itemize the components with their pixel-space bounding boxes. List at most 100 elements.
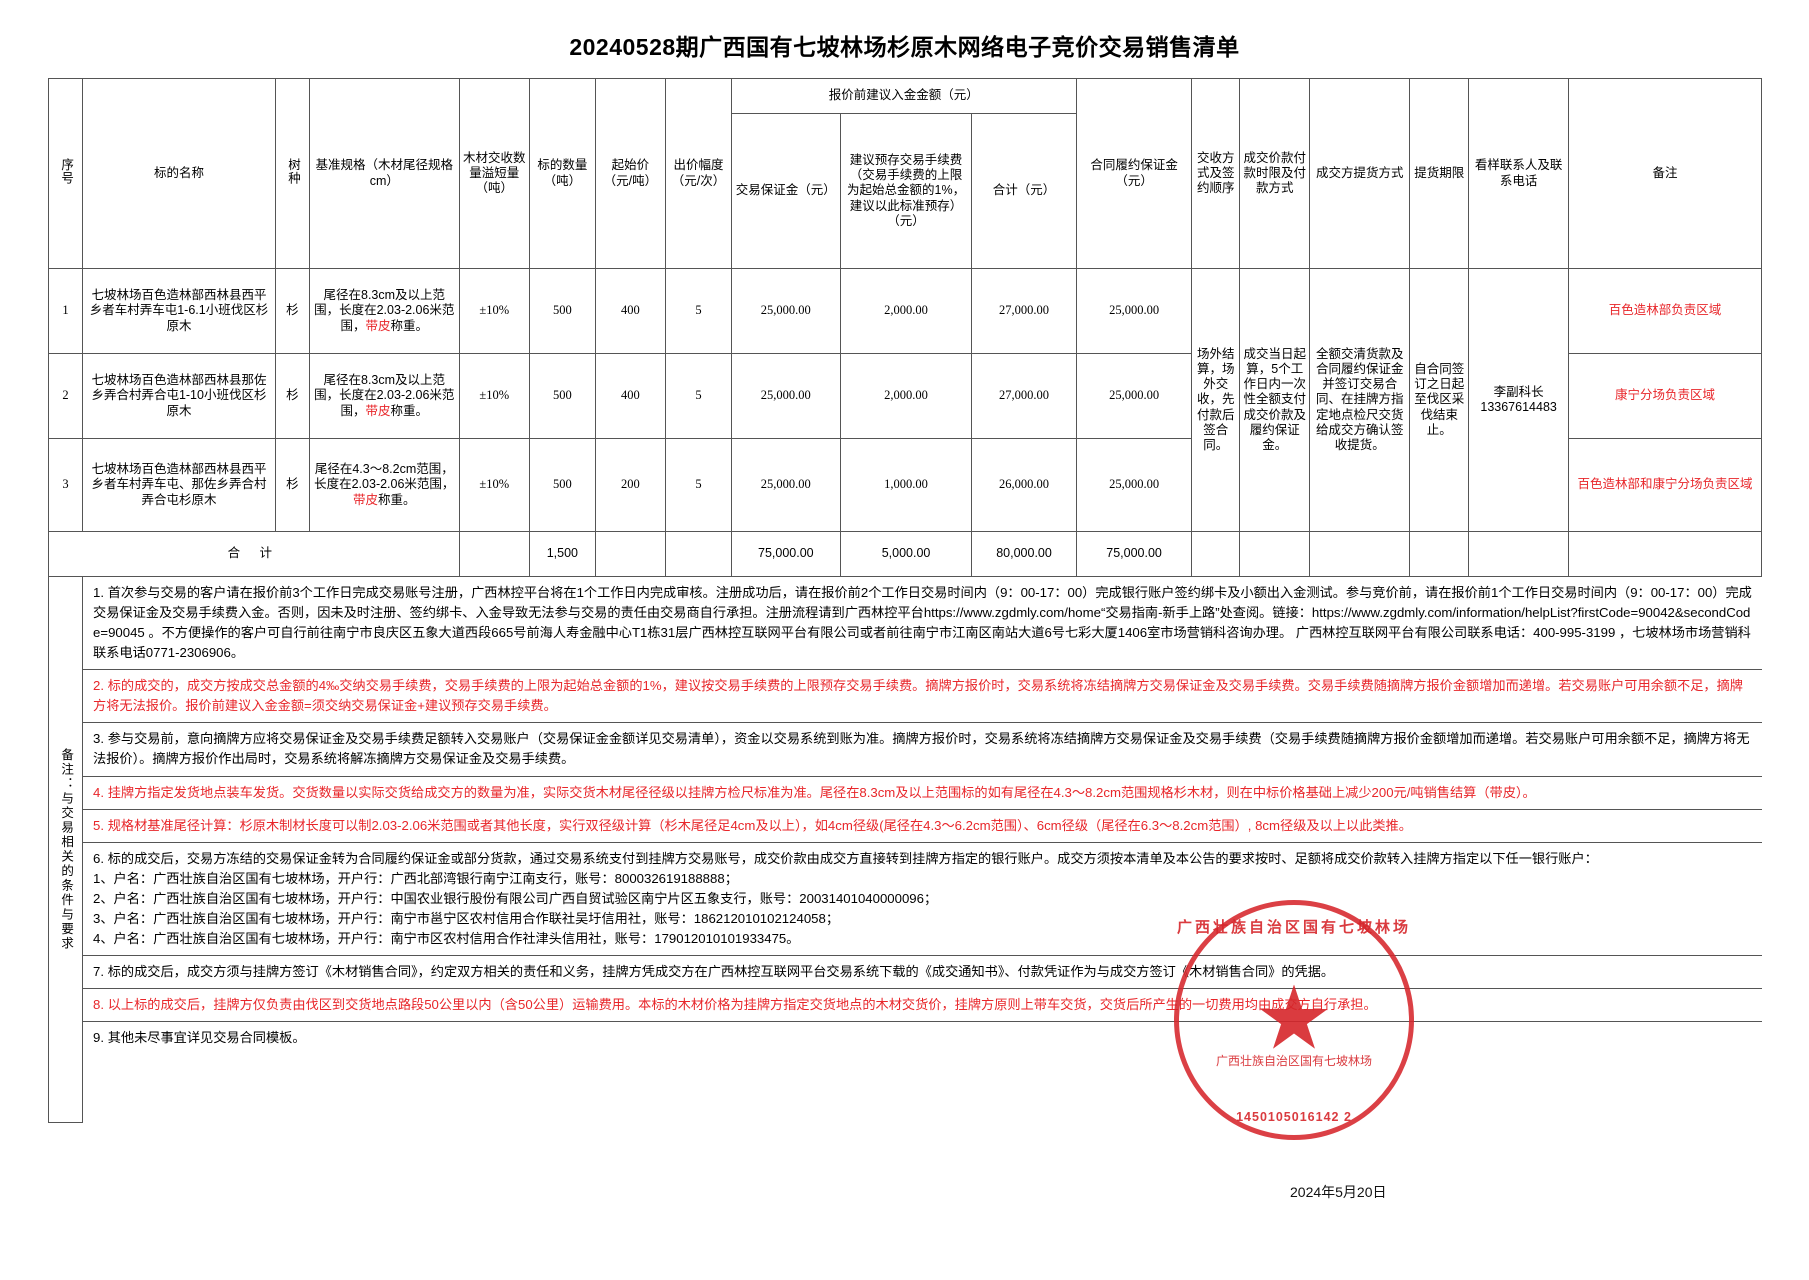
- cell-bid-step: 5: [665, 353, 732, 439]
- header-subtotal: 合计（元）: [971, 113, 1077, 269]
- cell-base-spec: 尾径在8.3cm及以上范围，长度在2.03-2.06米范围，带皮称重。: [308, 353, 460, 439]
- cell-base-spec: 尾径在4.3～8.2cm范围，长度在2.03-2.06米范围，带皮称重。: [308, 438, 460, 532]
- note-8: 8. 以上标的成交后，挂牌方仅负责由伐区到交货地点路段50公里以内（含50公里）…: [83, 987, 1762, 1023]
- header-overshort: 木材交收数量溢短量（吨）: [458, 78, 530, 269]
- cell-bid-step: 5: [665, 438, 732, 532]
- total-perf-deposit: 75,000.00: [1075, 531, 1193, 577]
- header-perf-deposit: 合同履约保证金（元）: [1075, 78, 1193, 269]
- note-item: 8. 以上标的成交后，挂牌方仅负责由伐区到交货地点路段50公里以内（含50公里）…: [83, 987, 1762, 1023]
- notes-side-label: 备注：与交易相关的条件与要求: [47, 576, 84, 1123]
- cell-start-price: 400: [594, 268, 667, 354]
- cell-seq: 1: [47, 268, 84, 354]
- header-base-spec: 基准规格（木材尾径规格cm）: [308, 78, 460, 269]
- total-bid-step-blank: [665, 531, 732, 577]
- note-4: 4. 挂牌方指定发货地点装车发货。交货数量以实际交货给成交方的数量为准，实际交货…: [83, 775, 1762, 810]
- total-start-price-blank: [594, 531, 667, 577]
- cell-start-price: 200: [594, 438, 667, 532]
- table-header-row-2: 交易保证金（元） 建议预存交易手续费（交易手续费的上限为起始总金额的1%，建议以…: [49, 113, 1762, 269]
- cell-quantity: 500: [528, 438, 596, 532]
- notes-table: 1. 首次参与交易的客户请在报价前3个工作日完成交易账号注册，广西林控平台将在1…: [83, 577, 1762, 1123]
- note-5: 5. 规格材基准尾径计算：杉原木制材长度可以制2.03-2.06米范围或者其他长…: [83, 808, 1762, 843]
- cell-subject-name: 七坡林场百色造林部西林县那佐乡弄合村弄合屯1-10小班伐区杉原木: [82, 353, 276, 439]
- contact-name: 李副科长: [1493, 384, 1544, 399]
- cell-subtotal: 26,000.00: [971, 438, 1077, 532]
- cell-quantity: 500: [528, 268, 596, 354]
- spec-prefix: 尾径在8.3cm及以上范围，长度在2.03-2.06米范围，: [314, 373, 455, 418]
- cell-perf-deposit: 25,000.00: [1075, 268, 1193, 354]
- cell-seq: 3: [47, 438, 84, 532]
- cell-remark: 百色造林部负责区域: [1568, 268, 1762, 354]
- notes-row: 备注：与交易相关的条件与要求 1. 首次参与交易的客户请在报价前3个工作日完成交…: [47, 576, 1762, 1123]
- cell-overshort: ±10%: [458, 353, 530, 439]
- note-6-intro: 6. 标的成交后，交易方冻结的交易保证金转为合同履约保证金或部分货款，通过交易系…: [93, 850, 1598, 866]
- header-species: 树种: [274, 78, 310, 269]
- header-quantity: 标的数量（吨）: [528, 78, 596, 269]
- total-overshort-blank: [458, 531, 530, 577]
- note-item: 4. 挂牌方指定发货地点装车发货。交货数量以实际交货给成交方的数量为准，实际交货…: [83, 775, 1762, 810]
- header-start-price: 起始价（元/吨）: [594, 78, 667, 269]
- spec-highlight: 带皮: [365, 318, 391, 333]
- total-label: 合 计: [48, 531, 460, 577]
- cell-species: 杉: [274, 353, 310, 439]
- note-6-bank-2: 2、户名：广西壮族自治区国有七坡林场，开户行：中国农业银行股份有限公司广西自贸试…: [93, 890, 938, 906]
- cell-species: 杉: [274, 438, 310, 532]
- cell-remark: 百色造林部和康宁分场负责区域: [1568, 438, 1762, 532]
- table-total-row: 合 计 1,500 75,000.00 5,000.00 80,000.00 7…: [48, 531, 1762, 577]
- note-3: 3. 参与交易前，意向摘牌方应将交易保证金及交易手续费足额转入交易账户（交易保证…: [83, 722, 1762, 777]
- total-blank-4: [1409, 531, 1470, 577]
- note-item: 5. 规格材基准尾径计算：杉原木制材长度可以制2.03-2.06米范围或者其他长…: [83, 808, 1762, 843]
- cell-seq: 2: [47, 353, 84, 439]
- note-item: 3. 参与交易前，意向摘牌方应将交易保证金及交易手续费足额转入交易账户（交易保证…: [83, 722, 1762, 777]
- spec-prefix: 尾径在8.3cm及以上范围，长度在2.03-2.06米范围，: [314, 288, 455, 333]
- note-1: 1. 首次参与交易的客户请在报价前3个工作日完成交易账号注册，广西林控平台将在1…: [83, 577, 1762, 671]
- note-2: 2. 标的成交的，成交方按成交总金额的4‰交纳交易手续费，交易手续费的上限为起始…: [83, 669, 1762, 724]
- total-fee: 5,000.00: [839, 531, 973, 577]
- total-blank-6: [1568, 531, 1762, 577]
- cell-base-spec: 尾径在8.3cm及以上范围，长度在2.03-2.06米范围，带皮称重。: [308, 268, 460, 354]
- header-pickup-deadline: 提货期限: [1409, 78, 1470, 269]
- table-row: 3 七坡林场百色造林部西林县西平乡者车村弄车屯、那佐乡弄合村弄合屯杉原木 杉 尾…: [47, 438, 1762, 532]
- header-deposit: 交易保证金（元）: [730, 113, 841, 269]
- auction-listing-table: 序号 标的名称 树种 基准规格（木材尾径规格cm） 木材交收数量溢短量（吨） 标…: [47, 78, 1762, 1123]
- cell-overshort: ±10%: [458, 268, 530, 354]
- cell-delivery-order: 场外结算，场外交收，先付款后签合同。: [1191, 268, 1241, 532]
- header-contact: 看样联系人及联系电话: [1468, 78, 1570, 269]
- cell-subtotal: 27,000.00: [971, 268, 1077, 354]
- cell-remark: 康宁分场负责区域: [1568, 353, 1762, 439]
- total-blank-1: [1191, 531, 1241, 577]
- header-delivery-order: 交收方式及签约顺序: [1191, 78, 1241, 269]
- total-deposit: 75,000.00: [730, 531, 841, 577]
- cell-contact: 李副科长 13367614483: [1468, 268, 1570, 532]
- header-pickup-method: 成交方提货方式: [1309, 78, 1411, 269]
- note-item: 1. 首次参与交易的客户请在报价前3个工作日完成交易账号注册，广西林控平台将在1…: [83, 577, 1762, 671]
- total-blank-5: [1468, 531, 1570, 577]
- cell-subject-name: 七坡林场百色造林部西林县西平乡者车村弄车屯1-6.1小班伐区杉原木: [82, 268, 276, 354]
- note-item: 6. 标的成交后，交易方冻结的交易保证金转为合同履约保证金或部分货款，通过交易系…: [83, 841, 1762, 956]
- spec-suffix: 称重。: [378, 492, 416, 507]
- table-row: 2 七坡林场百色造林部西林县那佐乡弄合村弄合屯1-10小班伐区杉原木 杉 尾径在…: [47, 353, 1762, 439]
- note-item: 7. 标的成交后，成交方须与挂牌方签订《木材销售合同》，约定双方相关的责任和义务…: [83, 954, 1762, 990]
- cell-fee: 2,000.00: [839, 353, 973, 439]
- total-subtotal: 80,000.00: [971, 531, 1077, 577]
- note-7: 7. 标的成交后，成交方须与挂牌方签订《木材销售合同》，约定双方相关的责任和义务…: [83, 954, 1762, 990]
- cell-pickup-method: 全额交清货款及合同履约保证金并签订交易合同、在挂牌方指定地点检尺交货给成交方确认…: [1309, 268, 1411, 532]
- note-9: 9. 其他未尽事宜详见交易合同模板。: [83, 1021, 1762, 1123]
- header-payment-terms: 成交价款付款时限及付款方式: [1239, 78, 1311, 269]
- cell-quantity: 500: [528, 353, 596, 439]
- cell-subject-name: 七坡林场百色造林部西林县西平乡者车村弄车屯、那佐乡弄合村弄合屯杉原木: [82, 438, 276, 532]
- cell-payment-terms: 成交当日起算，5个工作日内一次性全额支付成交价款及履约保证金。: [1239, 268, 1311, 532]
- header-seq: 序号: [47, 78, 84, 269]
- spec-highlight: 带皮: [353, 492, 379, 507]
- total-blank-2: [1239, 531, 1311, 577]
- header-group-prepay-amount: 报价前建议入金金额（元）: [730, 78, 1077, 114]
- note-6: 6. 标的成交后，交易方冻结的交易保证金转为合同履约保证金或部分货款，通过交易系…: [83, 841, 1762, 956]
- note-6-bank-3: 3、户名：广西壮族自治区国有七坡林场，开户行：南宁市邕宁区农村信用合作联社吴圩信…: [93, 910, 840, 926]
- total-blank-3: [1309, 531, 1411, 577]
- cell-pickup-deadline: 自合同签订之日起至伐区采伐结束止。: [1409, 268, 1470, 532]
- spec-suffix: 称重。: [390, 318, 429, 333]
- header-bid-step: 出价幅度（元/次）: [665, 78, 732, 269]
- cell-deposit: 25,000.00: [730, 438, 841, 532]
- note-6-bank-4: 4、户名：广西壮族自治区国有七坡林场，开户行：南宁市区农村信用合作社津头信用社，…: [93, 930, 800, 946]
- notes-container: 1. 首次参与交易的客户请在报价前3个工作日完成交易账号注册，广西林控平台将在1…: [83, 577, 1762, 1123]
